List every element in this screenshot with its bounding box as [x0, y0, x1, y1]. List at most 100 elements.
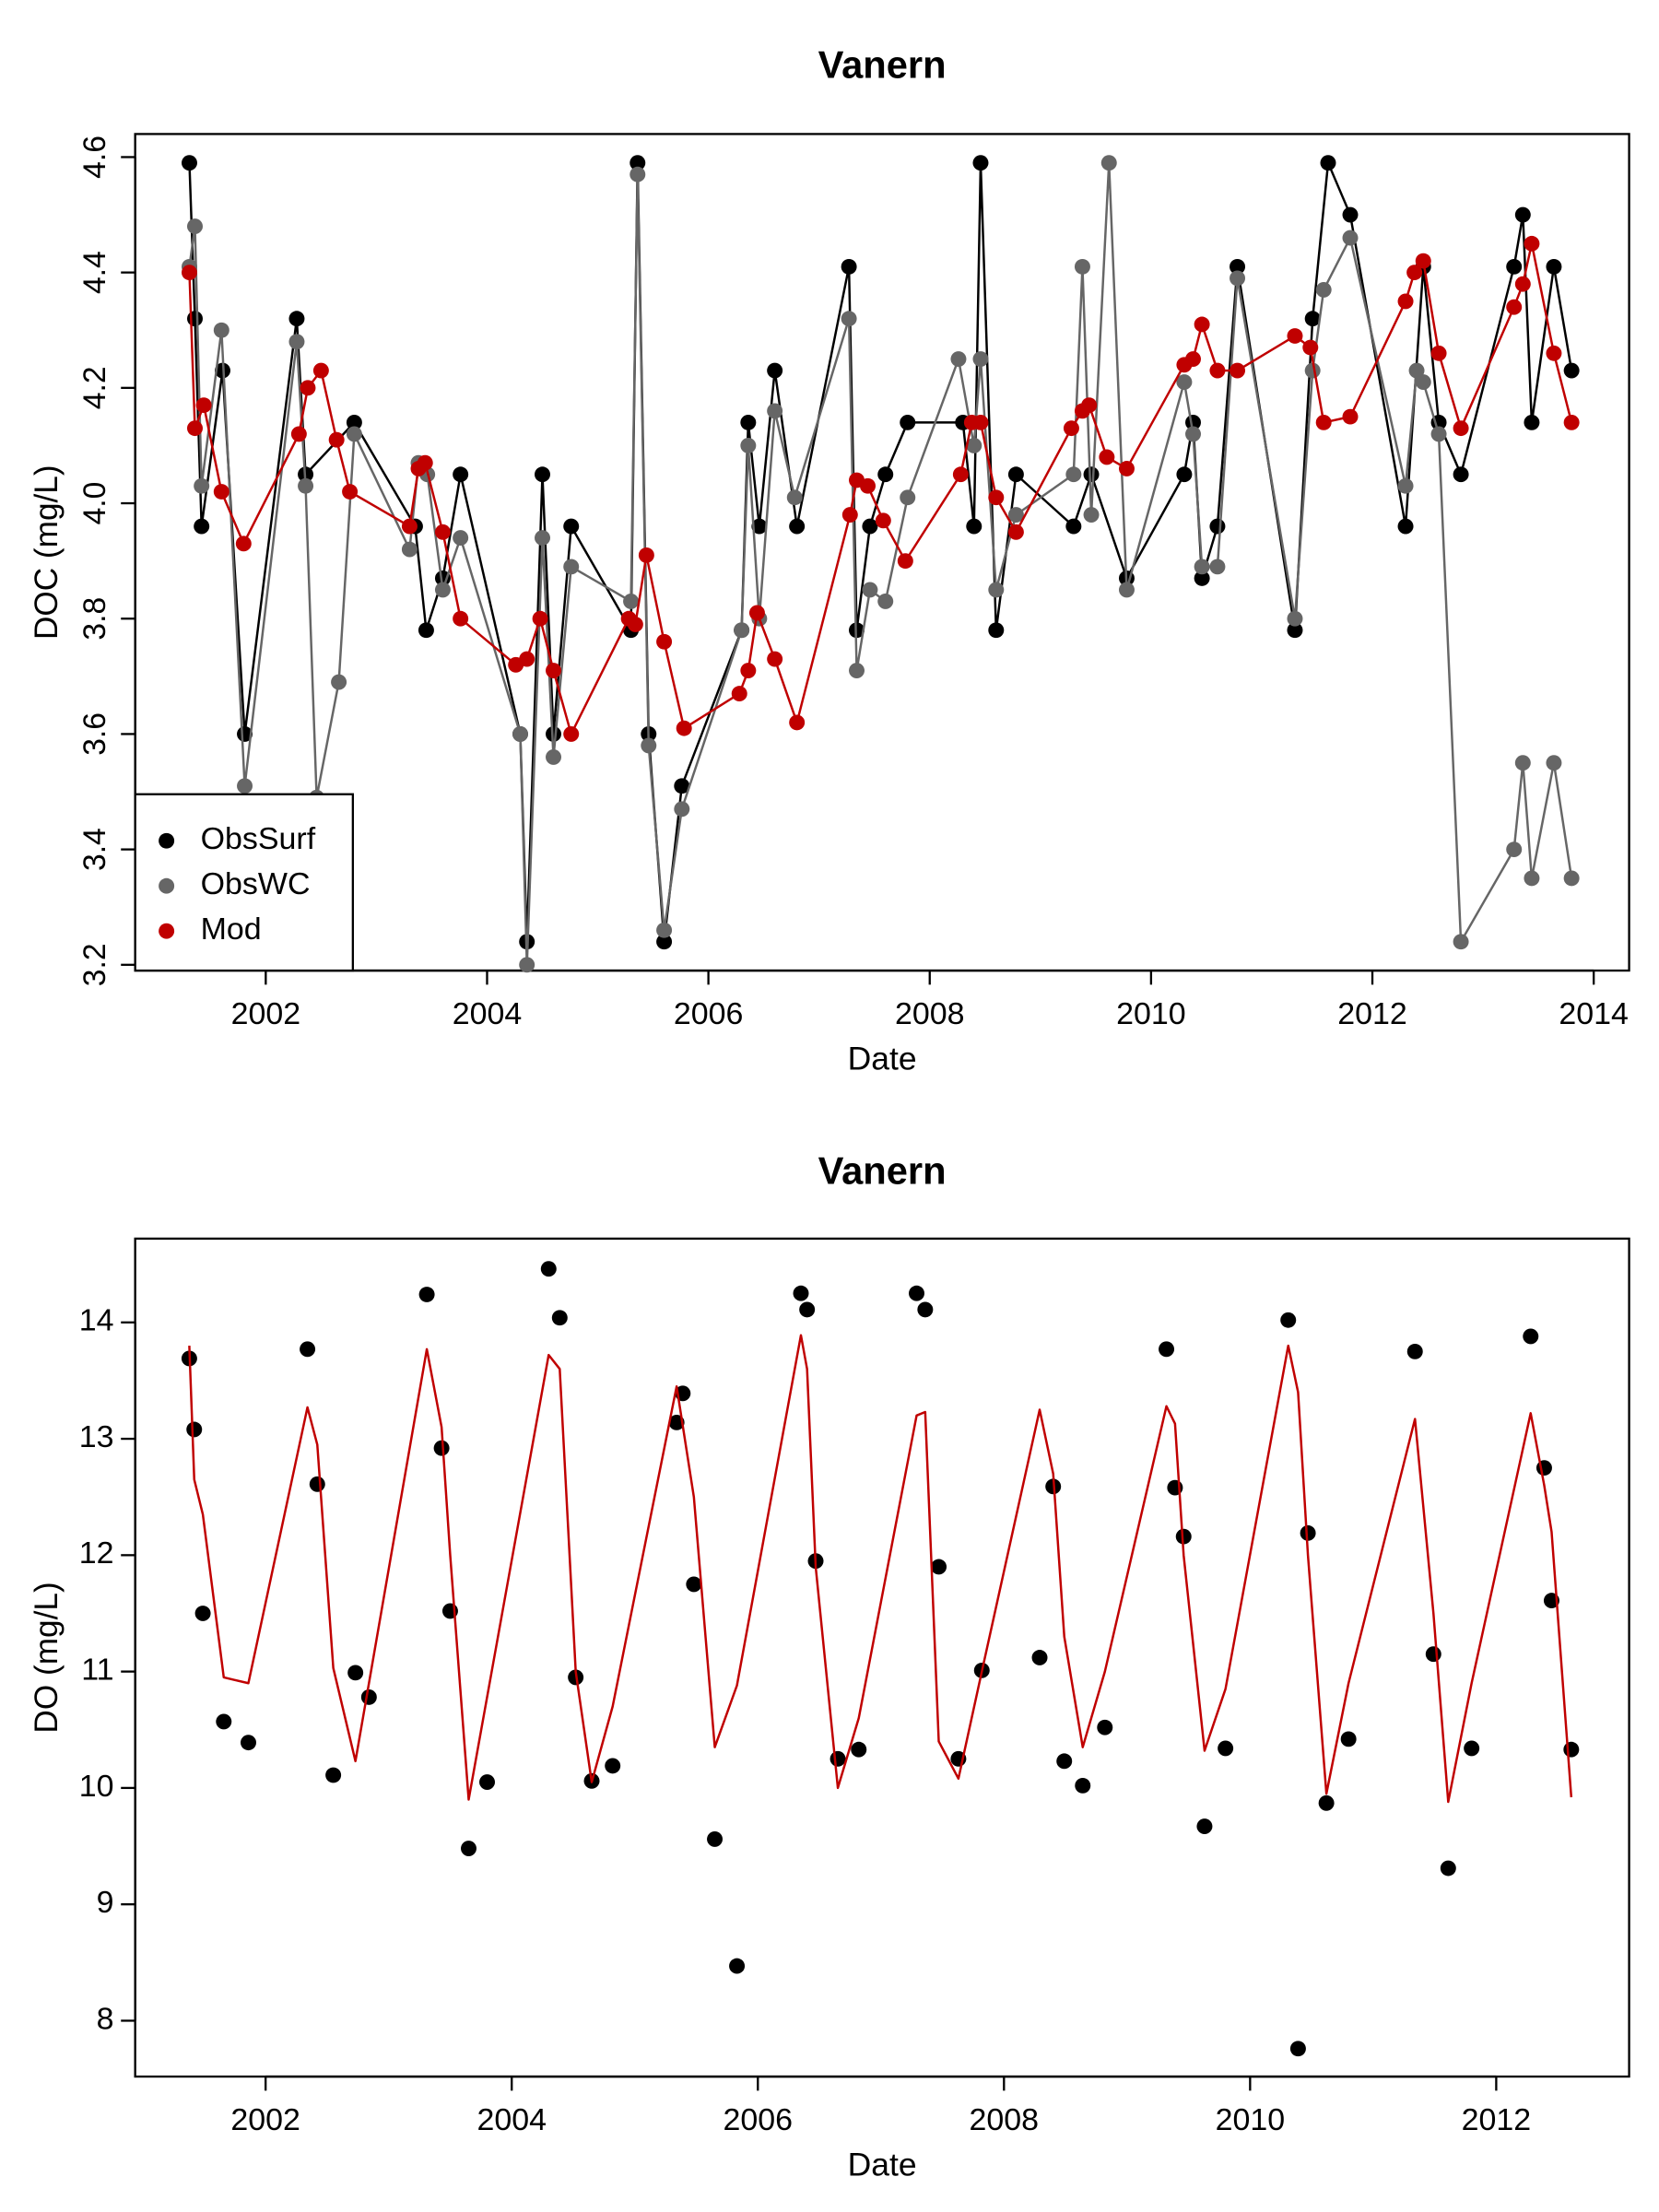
data-point [563, 725, 580, 742]
data-point [194, 1606, 211, 1621]
series-line [188, 161, 1573, 967]
data-point [181, 155, 197, 171]
data-point [841, 507, 858, 523]
data-point [966, 518, 982, 535]
data-point [950, 351, 967, 367]
data-point [862, 518, 878, 535]
data-point [235, 535, 252, 552]
data-point [434, 582, 451, 598]
data-point [241, 1735, 256, 1751]
data-point [1159, 1341, 1175, 1358]
x-tick-label: 2012 [1462, 2102, 1532, 2137]
y-tick-label: 10 [79, 1769, 114, 1804]
data-point [1506, 299, 1523, 315]
data-point [862, 582, 878, 598]
x-tick-label: 2004 [477, 2102, 547, 2137]
data-point [1007, 507, 1024, 523]
data-point [453, 610, 469, 627]
data-point [767, 362, 783, 379]
data-point [346, 426, 362, 442]
y-tick-label: 13 [79, 1419, 114, 1454]
data-point [1397, 293, 1414, 310]
data-point [1300, 1524, 1316, 1541]
data-point [767, 403, 783, 419]
y-tick-label: 3.2 [77, 943, 112, 986]
data-point [686, 1576, 702, 1593]
x-axis-label: Date [848, 2147, 917, 2183]
data-point [1406, 1343, 1423, 1359]
plot-frame [134, 133, 1630, 972]
data-point [1415, 253, 1431, 269]
data-point [1315, 282, 1332, 298]
data-point [674, 778, 690, 794]
data-point [900, 414, 916, 430]
data-point [417, 454, 433, 471]
data-point [479, 1774, 496, 1791]
data-point [347, 1665, 364, 1681]
data-point [213, 322, 229, 338]
data-point [1304, 362, 1321, 379]
data-point [1280, 1312, 1297, 1328]
data-point [186, 1421, 203, 1438]
data-point [418, 1287, 435, 1302]
data-point [434, 570, 451, 586]
data-point [1320, 155, 1336, 171]
data-point [563, 518, 580, 535]
data-point [1287, 622, 1303, 639]
panel: Vanern 2002 2004 2006 2008 2010 2012 2014 Date 3.… [29, 43, 1630, 1077]
data-point [187, 311, 203, 327]
data-point [1081, 397, 1098, 414]
legend-marker [159, 877, 175, 894]
data-point [1453, 466, 1469, 483]
data-point [1209, 362, 1226, 379]
data-point [1194, 559, 1210, 575]
data-point [1075, 1777, 1091, 1794]
y-tick-label: 4.6 [77, 135, 112, 179]
data-point [1074, 258, 1090, 275]
data-point [288, 334, 305, 350]
data-point [1425, 1646, 1441, 1663]
data-point [1408, 362, 1425, 379]
data-point [331, 674, 347, 690]
data-point [623, 594, 640, 609]
data-point [1563, 414, 1580, 430]
data-point [1209, 518, 1226, 535]
data-point [1535, 1460, 1552, 1477]
data-point [298, 477, 314, 494]
x-tick-label: 2006 [724, 2102, 794, 2137]
data-point [656, 934, 673, 950]
data-point [434, 524, 451, 540]
data-point [1099, 449, 1115, 465]
data-point [290, 426, 307, 442]
data-point [1185, 426, 1202, 442]
data-point [563, 559, 580, 575]
y-tick-label: 3.4 [77, 828, 112, 871]
data-point [1397, 477, 1414, 494]
data-point [1175, 1528, 1192, 1545]
data-point [799, 1301, 816, 1318]
data-point [1118, 461, 1135, 477]
data-point [1230, 362, 1246, 379]
data-point [988, 582, 1005, 598]
data-point [328, 431, 345, 448]
data-point [1514, 755, 1531, 771]
data-point [453, 530, 469, 547]
data-point [1176, 374, 1193, 390]
y-tick-label: 14 [79, 1303, 114, 1338]
data-point [312, 362, 329, 379]
data-point [1563, 1741, 1580, 1758]
data-point [433, 1440, 450, 1456]
data-point [1563, 362, 1580, 379]
data-point [767, 651, 783, 667]
data-point [551, 1310, 568, 1326]
data-point [546, 749, 562, 765]
data-point [360, 1688, 377, 1705]
data-point [1118, 582, 1135, 598]
data-point [1524, 235, 1540, 252]
data-point [909, 1285, 924, 1301]
data-point [1453, 934, 1469, 950]
data-point [194, 477, 210, 494]
data-point [972, 414, 989, 430]
data-point [1342, 408, 1359, 425]
data-point [707, 1831, 724, 1847]
